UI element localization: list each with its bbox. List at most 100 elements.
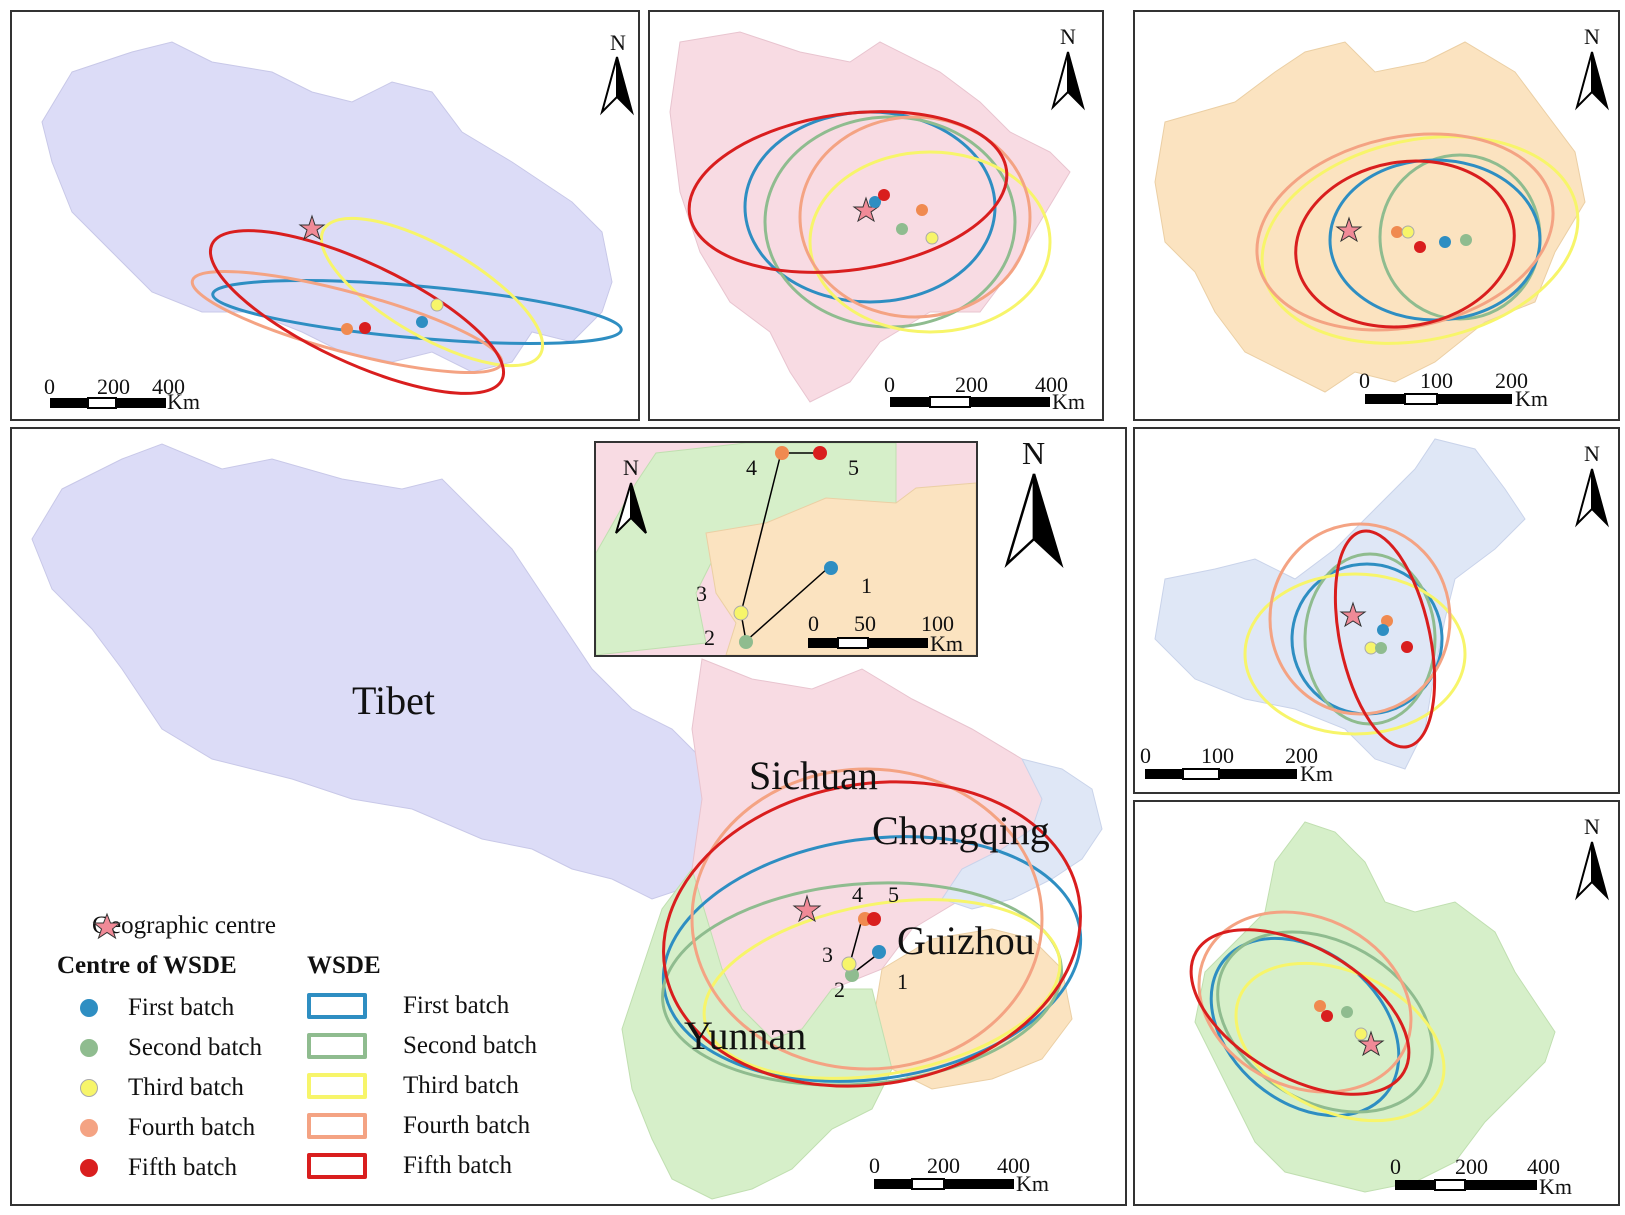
legend-centre-fifth: Fifth batch	[80, 1154, 237, 1182]
svg-text:N: N	[1060, 24, 1076, 49]
inset-dot-second	[739, 635, 753, 649]
chongqing-dot-first	[1377, 624, 1389, 636]
svg-text:Km: Km	[1016, 1171, 1049, 1196]
sichuan-dot-fifth	[878, 189, 890, 201]
svg-text:5: 5	[888, 882, 899, 907]
svg-text:5: 5	[848, 455, 859, 480]
chongqing-dot-fifth	[1401, 641, 1413, 653]
tibet-scale-bar: 0 200 400 Km	[44, 374, 200, 414]
guizhou-dot-fifth	[1414, 241, 1426, 253]
yunnan-panel: N 0 200 400 Km	[1133, 800, 1620, 1206]
north-arrow-icon: N	[1004, 435, 1064, 569]
legend-wsde-header: WSDE	[307, 952, 381, 979]
tibet-shape	[41, 41, 613, 373]
tibet-north-label: N	[610, 30, 626, 55]
guizhou-scale-bar: 0 100 200 Km	[1359, 368, 1548, 411]
chongqing-map: N 0 100 200 Km	[1140, 438, 1609, 786]
yunnan-ellipse-fourth	[1197, 910, 1413, 1094]
yunnan-dot-fifth	[1321, 1010, 1333, 1022]
svg-text:N: N	[1584, 441, 1600, 466]
tibet-ellipse-third	[319, 216, 545, 368]
tibet-panel: N 0 200 400 Km	[10, 10, 640, 421]
tibet-dot-first	[416, 316, 428, 328]
svg-text:Km: Km	[1515, 386, 1548, 411]
north-arrow-icon: N	[615, 455, 647, 534]
main-ellipse-third	[702, 898, 1062, 1080]
svg-text:Km: Km	[167, 389, 200, 414]
main-dot-third	[841, 956, 857, 972]
svg-text:50: 50	[854, 611, 876, 636]
sichuan-dot-third	[925, 231, 939, 245]
svg-text:0: 0	[44, 374, 55, 399]
svg-text:200: 200	[1285, 743, 1318, 768]
legend-centre-second: Second batch	[80, 1034, 262, 1062]
guizhou-dot-fourth	[1391, 226, 1403, 238]
yunnan-dot-fourth	[1314, 1000, 1326, 1012]
svg-text:200: 200	[1495, 368, 1528, 393]
svg-text:200: 200	[955, 372, 988, 397]
region-label-guizhou: Guizhou	[897, 918, 1035, 963]
legend-centre-third: Third batch	[80, 1074, 244, 1102]
yunnan-ellipse-third	[1234, 961, 1446, 1123]
svg-text:0: 0	[1390, 1154, 1401, 1179]
sichuan-panel: N 0 200 400 Km	[648, 10, 1104, 421]
svg-text:N: N	[1022, 435, 1045, 471]
inset-scale-bar: 0 50 100 Km	[808, 611, 963, 655]
svg-text:Km: Km	[1300, 761, 1333, 786]
region-label-sichuan: Sichuan	[749, 753, 878, 798]
inset-dot-third	[733, 605, 749, 621]
svg-text:0: 0	[808, 611, 819, 636]
svg-text:100: 100	[1420, 368, 1453, 393]
legend-centre-first: First batch	[80, 994, 234, 1022]
region-label-chongqing: Chongqing	[872, 808, 1050, 853]
guizhou-dot-third	[1401, 225, 1415, 239]
svg-text:0: 0	[869, 1153, 880, 1178]
yunnan-map: N 0 200 400 Km	[1189, 814, 1609, 1199]
sichuan-dot-second	[896, 223, 908, 235]
yunnan-scale-bar: 0 200 400 Km	[1390, 1154, 1572, 1199]
yunnan-dot-third	[1354, 1027, 1368, 1041]
north-arrow-icon: N	[1575, 814, 1609, 901]
tibet-dot-fourth	[341, 323, 353, 335]
legend-centre-header: Centre of WSDE	[57, 952, 237, 979]
guizhou-panel: N 0 100 200 Km	[1133, 10, 1620, 421]
svg-text:1: 1	[861, 573, 872, 598]
svg-text:400: 400	[152, 374, 185, 399]
legend-geo-centre: Geographic centre	[92, 912, 276, 940]
svg-text:200: 200	[927, 1153, 960, 1178]
svg-text:Km: Km	[930, 631, 963, 655]
legend-centre-fourth: Fourth batch	[80, 1114, 255, 1142]
chongqing-ellipse-fifth	[1333, 529, 1437, 749]
main-map: 1 2 3 4 5 Tibet Sichuan Chongqing Guizho…	[31, 435, 1103, 1200]
svg-text:N: N	[1584, 814, 1600, 839]
svg-text:Km: Km	[1539, 1174, 1572, 1199]
sichuan-dot-first	[869, 196, 881, 208]
sichuan-ellipse-fourth	[798, 115, 1032, 319]
sichuan-scale-bar: 0 200 400 Km	[884, 372, 1085, 414]
main-ellipse-fifth	[662, 780, 1082, 1088]
guizhou-shape	[1154, 41, 1586, 393]
svg-text:100: 100	[921, 611, 954, 636]
yunnan-star-icon	[1357, 1030, 1385, 1057]
guizhou-ellipse-fifth	[1294, 159, 1516, 329]
chongqing-panel: N 0 100 200 Km	[1133, 427, 1620, 794]
inset-dot-first	[824, 561, 838, 575]
svg-text:4: 4	[746, 455, 757, 480]
yunnan-dot-second	[1341, 1006, 1353, 1018]
guizhou-dot-first	[1439, 236, 1451, 248]
legend-wsde-fourth: Fourth batch	[307, 1112, 530, 1140]
tibet-map: N 0 200 400 Km	[41, 30, 634, 414]
svg-text:200: 200	[1455, 1154, 1488, 1179]
main-chongqing-shape	[941, 758, 1103, 910]
svg-text:N: N	[623, 455, 639, 480]
legend-wsde-fifth: Fifth batch	[307, 1152, 512, 1180]
guizhou-map: N 0 100 200 Km	[1154, 24, 1609, 411]
guizhou-dot-second	[1460, 234, 1472, 246]
chongqing-dot-second	[1375, 642, 1387, 654]
tibet-ellipse-first	[211, 279, 623, 345]
yunnan-ellipse-fifth	[1189, 928, 1411, 1096]
main-scale-bar: 0 200 400 Km	[869, 1153, 1049, 1196]
legend: Geographic centre Centre of WSDE WSDE Fi…	[52, 912, 612, 1202]
inset-guizhou-shape	[705, 482, 976, 655]
svg-text:400: 400	[997, 1153, 1030, 1178]
